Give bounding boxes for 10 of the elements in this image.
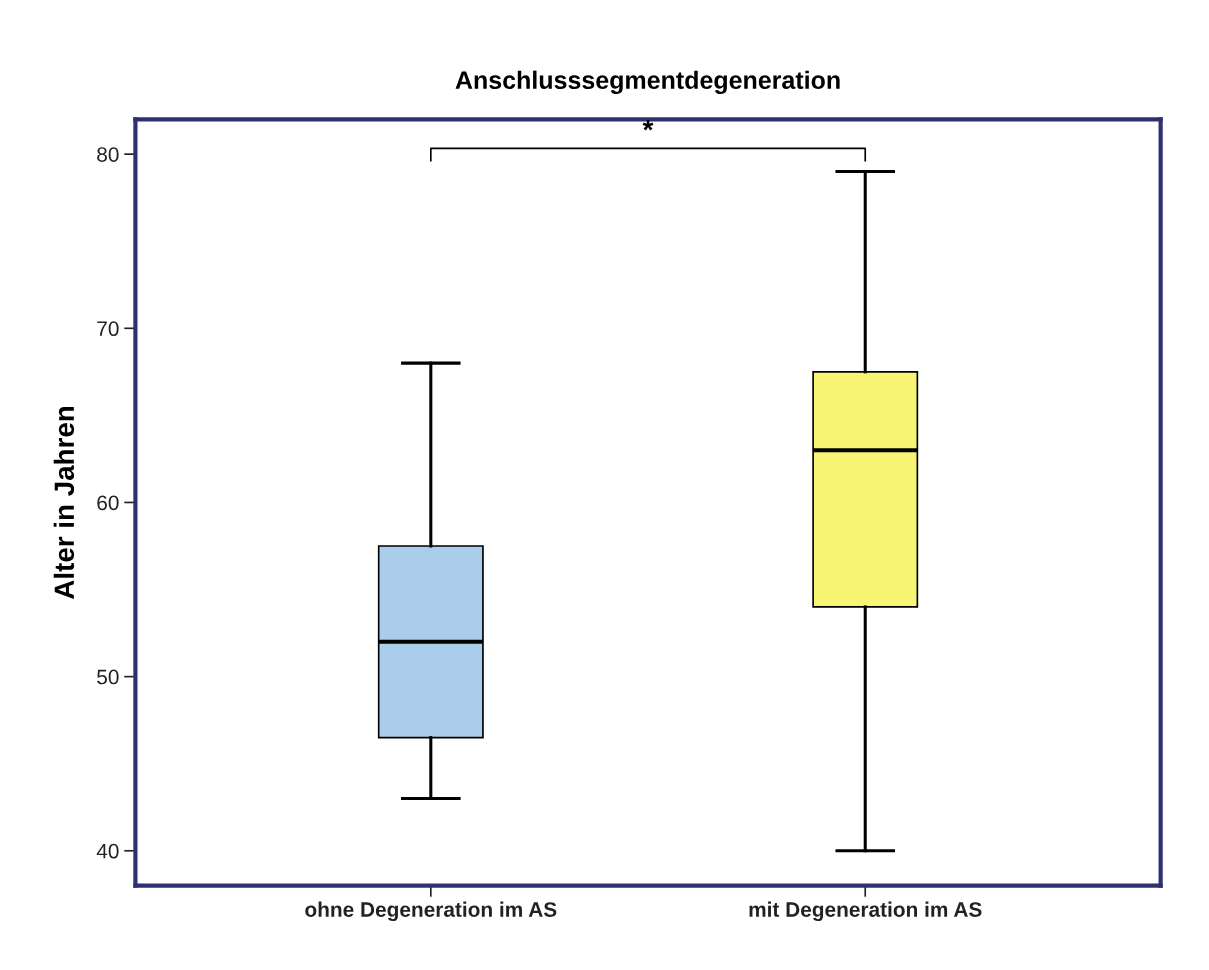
x-tick-label: ohne Degeneration im AS <box>305 901 557 922</box>
y-tick-label: 60 <box>97 495 119 511</box>
y-tick-label: 40 <box>96 843 119 859</box>
x-tick-label: mit Degeneration im AS <box>749 901 982 922</box>
y-tick-label: 50 <box>97 669 119 685</box>
y-tick-label: 70 <box>97 321 119 337</box>
annotation: * <box>642 120 654 131</box>
y-tick-label: 80 <box>97 147 119 162</box>
chart-title: Anschlusssegmentdegeneration <box>455 70 840 95</box>
y-axis-title: Alter in Jahren <box>53 406 75 600</box>
